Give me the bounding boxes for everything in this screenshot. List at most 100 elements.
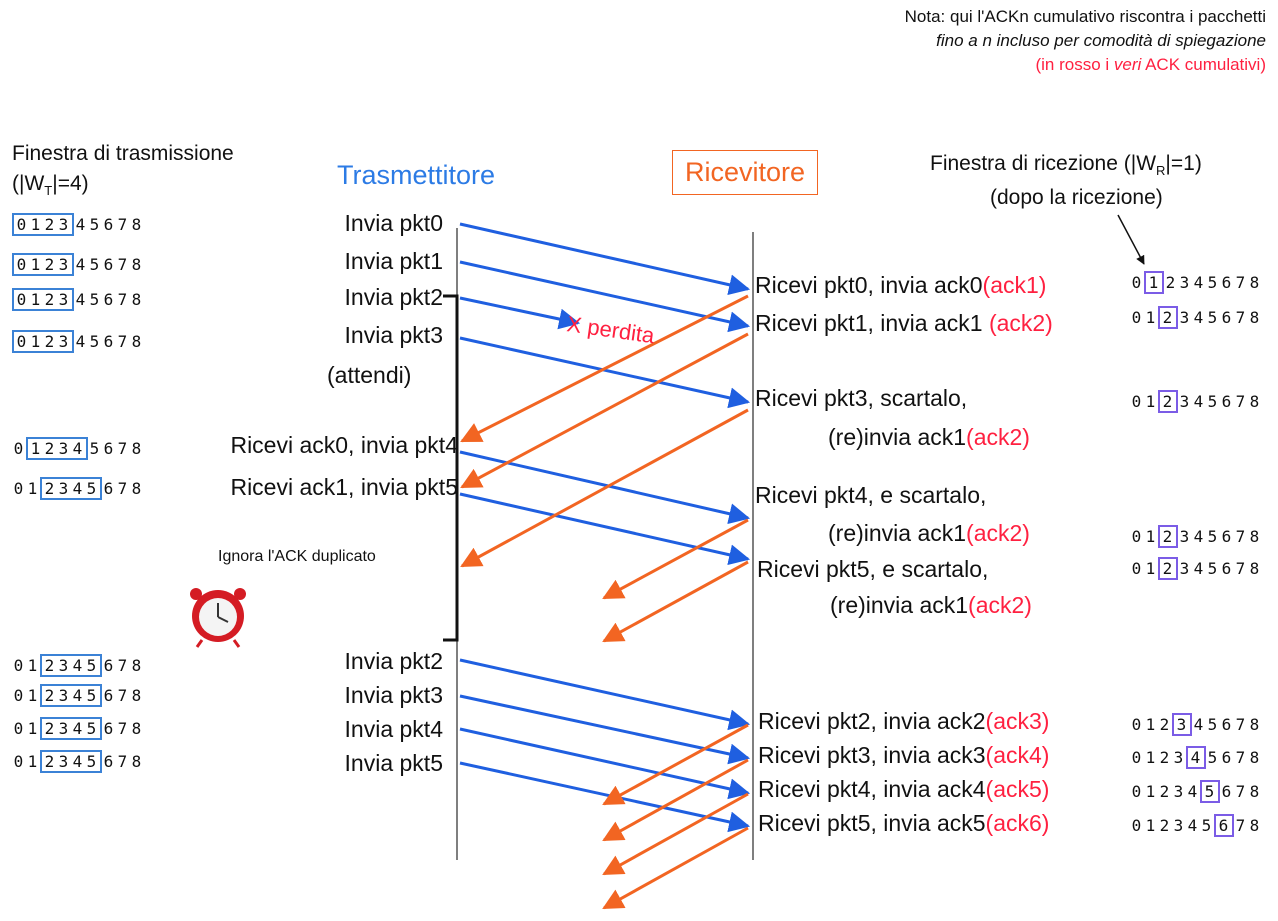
timeout-bracket bbox=[443, 294, 459, 642]
sequence-digit: 0 bbox=[13, 686, 25, 705]
sequence-digit: 7 bbox=[117, 439, 129, 458]
sequence-digit: 8 bbox=[131, 479, 143, 498]
receiver-event-text: Ricevi pkt1, invia ack1 bbox=[755, 310, 989, 336]
receiver-event-ack: (ack6) bbox=[985, 810, 1050, 836]
receiver-event: (re)invia ack1(ack2) bbox=[828, 520, 1030, 547]
sequence-digit: 3 bbox=[58, 719, 70, 738]
sequence-digit: 7 bbox=[117, 290, 129, 309]
sequence-digit: 8 bbox=[1249, 308, 1261, 327]
sequence-digit: 1 bbox=[27, 719, 39, 738]
sequence-digit: 7 bbox=[117, 719, 129, 738]
receiver-event: (re)invia ack1(ack2) bbox=[828, 424, 1030, 451]
sender-event: Invia pkt5 bbox=[344, 750, 443, 776]
sequence-digit: 8 bbox=[131, 439, 143, 458]
sequence-digit: 5 bbox=[89, 290, 101, 309]
sender-event: Invia pkt0 bbox=[344, 210, 443, 236]
receiver-window-box: 2 bbox=[1158, 525, 1178, 548]
sequence-digit: 2 bbox=[1162, 308, 1174, 327]
sequence-digit: 4 bbox=[1193, 559, 1205, 578]
sequence-digit: 4 bbox=[72, 479, 84, 498]
sequence-digit: 3 bbox=[1173, 782, 1185, 801]
receiver-event-ack: (ack4) bbox=[985, 742, 1050, 768]
sequence-digit: 5 bbox=[1201, 816, 1213, 835]
sequence-digit: 7 bbox=[117, 332, 129, 351]
receiver-event: Ricevi pkt2, invia ack2(ack3) bbox=[758, 708, 1049, 735]
sequence-digit: 1 bbox=[1148, 273, 1160, 292]
receiver-window-label-b: |=1) bbox=[1165, 152, 1202, 175]
sequence-digit: 0 bbox=[16, 290, 28, 309]
arrow-pkt4 bbox=[459, 450, 751, 525]
sequence-digit: 8 bbox=[131, 719, 143, 738]
receiver-window-note: (dopo la ricezione) bbox=[990, 186, 1163, 209]
sequence-digit: 3 bbox=[1173, 748, 1185, 767]
sequence-digit: 1 bbox=[1145, 308, 1157, 327]
sequence-digit: 7 bbox=[117, 656, 129, 675]
sequence-digit: 1 bbox=[30, 255, 42, 274]
sequence-digit: 4 bbox=[1190, 748, 1202, 767]
sequence-digit: 5 bbox=[89, 439, 101, 458]
sequence-digit: 6 bbox=[1218, 816, 1230, 835]
sequence-digit: 4 bbox=[1187, 782, 1199, 801]
receiver-event-text: (re)invia ack1 bbox=[828, 424, 967, 450]
sequence-digit: 7 bbox=[1235, 527, 1247, 546]
arrow-ack1-dup-1 bbox=[460, 408, 749, 568]
receiver-event-ack: (ack2) bbox=[966, 424, 1030, 450]
sequence-digit: 8 bbox=[1249, 748, 1261, 767]
sequence-digit: 2 bbox=[44, 439, 56, 458]
sender-title: Trasmettitore bbox=[337, 160, 496, 190]
sequence-digit: 7 bbox=[1235, 782, 1247, 801]
receiver-event: Ricevi pkt5, invia ack5(ack6) bbox=[758, 810, 1049, 837]
sequence-digit: 0 bbox=[13, 479, 25, 498]
sequence-digit: 4 bbox=[75, 215, 87, 234]
sequence-digit: 8 bbox=[1249, 273, 1261, 292]
arrow-ack4 bbox=[602, 792, 749, 876]
receiver-window-pointer bbox=[1117, 214, 1145, 265]
sequence-digit: 8 bbox=[1249, 715, 1261, 734]
sequence-digit: 5 bbox=[86, 686, 98, 705]
sequence-digit: 7 bbox=[117, 215, 129, 234]
sequence-digit: 6 bbox=[103, 686, 115, 705]
receiver-event-text: Ricevi pkt5, e scartalo, bbox=[757, 556, 989, 582]
sequence-digit: 7 bbox=[1235, 392, 1247, 411]
sequence-digit: 2 bbox=[1159, 715, 1171, 734]
sequence-digit: 1 bbox=[30, 215, 42, 234]
note-line-2-text: fino a n incluso per comodità di spiegaz… bbox=[936, 31, 1266, 50]
sequence-digit: 6 bbox=[103, 255, 115, 274]
arrow-pkt1 bbox=[459, 260, 751, 333]
sender-window-size-sub: T bbox=[44, 183, 53, 199]
sequence-digit: 1 bbox=[1145, 715, 1157, 734]
sequence-digit: 0 bbox=[16, 332, 28, 351]
sequence-digit: 0 bbox=[13, 752, 25, 771]
sequence-digit: 8 bbox=[1249, 392, 1261, 411]
sequence-digit: 3 bbox=[1173, 816, 1185, 835]
sequence-digit: 0 bbox=[1131, 816, 1143, 835]
arrow-ack2 bbox=[602, 723, 749, 806]
sequence-digit: 7 bbox=[117, 752, 129, 771]
sequence-digit: 3 bbox=[1176, 715, 1188, 734]
sequence-digit: 7 bbox=[1235, 308, 1247, 327]
sequence-digit: 1 bbox=[1145, 816, 1157, 835]
arrow-ack1 bbox=[460, 332, 749, 489]
note-line-1: Nota: qui l'ACKn cumulativo riscontra i … bbox=[904, 7, 1266, 26]
sequence-digit: 2 bbox=[1162, 392, 1174, 411]
sequence-digit: 1 bbox=[1145, 782, 1157, 801]
sequence-digit: 5 bbox=[86, 656, 98, 675]
receiver-event-text: (re)invia ack1 bbox=[830, 592, 969, 618]
arrow-ack0 bbox=[460, 294, 749, 443]
receiver-event-text: Ricevi pkt4, e scartalo, bbox=[755, 482, 987, 508]
receiver-event: Ricevi pkt1, invia ack1 (ack2) bbox=[755, 310, 1053, 337]
sequence-digit: 5 bbox=[1207, 273, 1219, 292]
sender-event: Invia pkt3 bbox=[344, 322, 443, 348]
